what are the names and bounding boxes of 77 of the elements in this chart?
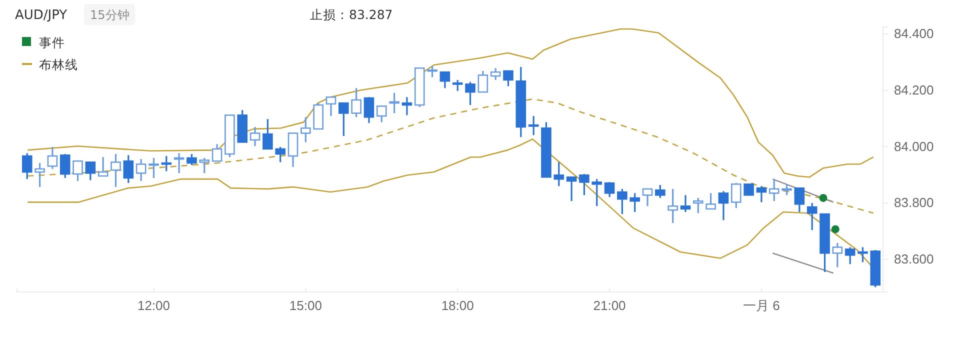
candlestick <box>85 161 96 181</box>
x-tick-label: 18:00 <box>441 298 474 314</box>
candlestick <box>554 161 564 187</box>
candlestick <box>706 192 716 210</box>
candlestick <box>364 96 374 124</box>
candlestick <box>351 87 362 118</box>
candlestick <box>288 132 298 168</box>
candlestick <box>300 116 311 143</box>
candlestick <box>756 185 767 203</box>
chart-subtitle: 15分钟 <box>90 8 130 22</box>
legend-label: 布林线 <box>39 57 78 72</box>
candlestick <box>313 102 324 130</box>
legend-label: 事件 <box>39 35 65 50</box>
candlestick <box>452 79 463 92</box>
candlestick <box>262 118 273 150</box>
candlestick <box>465 81 476 106</box>
candlestick <box>60 153 70 179</box>
candlestick <box>858 246 868 263</box>
line-series <box>26 28 874 178</box>
text: 止损：83.287 <box>310 7 393 22</box>
y-tick-label: 83.800 <box>894 195 934 210</box>
y-tick-label: 84.000 <box>894 138 934 154</box>
candlestick <box>668 188 678 224</box>
x-tick-label: 21:00 <box>593 298 626 314</box>
candlestick <box>98 156 108 177</box>
candlestick <box>402 96 412 116</box>
candlestick <box>376 105 387 123</box>
candlestick <box>212 143 222 162</box>
candlestick <box>490 67 501 81</box>
y-tick-label: 84.200 <box>894 82 934 98</box>
candlestick <box>123 154 134 184</box>
chart-title: AUD/JPY <box>15 8 68 23</box>
candlestick <box>782 183 792 196</box>
candlestick <box>617 188 628 215</box>
candlestick <box>47 146 58 170</box>
x-tick-label: 12:00 <box>137 298 170 314</box>
candlestick <box>768 178 780 202</box>
candlestick <box>528 115 539 136</box>
candlestick <box>136 158 146 182</box>
candlestick <box>718 190 729 221</box>
candlestick <box>744 183 754 196</box>
candlestick <box>579 173 590 196</box>
candlestick <box>844 246 856 265</box>
candlestick <box>275 146 286 163</box>
candlestick <box>730 182 742 209</box>
candlestick <box>326 96 336 117</box>
candlestick <box>22 152 32 180</box>
candlestick <box>110 153 121 188</box>
candlestick <box>161 155 172 172</box>
candlestick <box>566 176 577 202</box>
candlestick <box>478 70 488 93</box>
candlestick <box>148 157 159 179</box>
candlestick <box>655 184 666 199</box>
candlestick <box>832 242 843 268</box>
candlestick <box>34 162 45 188</box>
candlestick <box>592 178 602 207</box>
candlestick <box>794 187 805 213</box>
candlestick <box>186 153 197 166</box>
candlestick <box>503 70 514 87</box>
candlestick <box>338 102 349 137</box>
candlestick <box>440 71 450 89</box>
candlestick <box>806 202 818 231</box>
candlestick <box>389 92 400 114</box>
candlestick <box>72 160 83 182</box>
candlestick <box>630 192 640 213</box>
candlestick <box>642 188 653 207</box>
candlestick <box>427 65 438 78</box>
y-tick-label: 84.400 <box>894 26 934 42</box>
candlestick <box>199 157 210 174</box>
y-tick-label: 83.600 <box>894 251 934 266</box>
candlestick <box>604 181 615 198</box>
candlestick <box>680 194 691 213</box>
candlestick <box>693 197 704 214</box>
line-series <box>26 98 874 214</box>
candlestick <box>250 126 260 147</box>
x-tick-label: 一月 6 <box>743 298 780 314</box>
x-tick-label: 15:00 <box>289 298 322 314</box>
